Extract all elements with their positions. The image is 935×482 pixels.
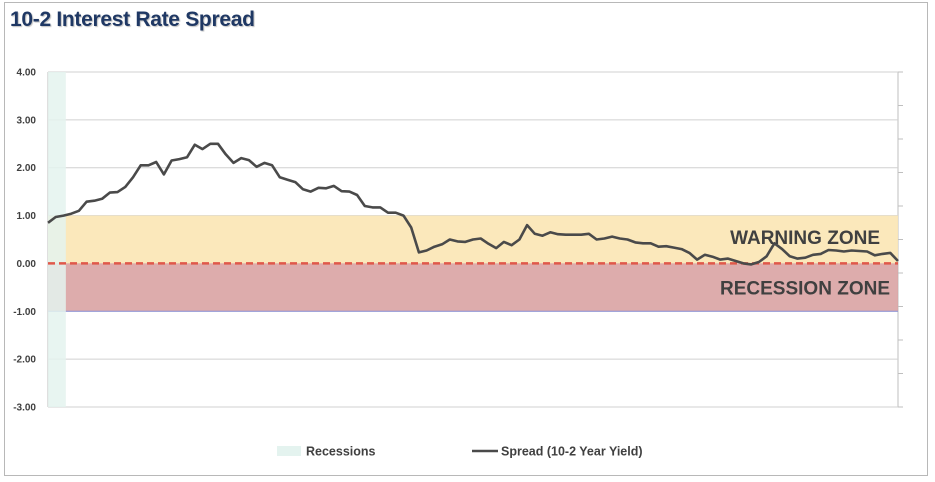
legend-recessions-swatch [277,446,301,456]
y-tick-label: 3.00 [17,115,37,126]
recession-shading [48,72,66,407]
y-tick-label: -1.00 [13,307,36,318]
legend-spread-label: Spread (10-2 Year Yield) [501,445,643,459]
spread-series-line [47,142,899,266]
legend-recessions-label: Recessions [306,445,376,459]
y-tick-label: -3.00 [13,403,36,414]
recession-zone-band [48,263,898,312]
warning-zone-label: WARNING ZONE [730,228,880,249]
y-tick-label: 2.00 [17,163,37,174]
y-tick-label: 0.00 [17,259,37,270]
y-tick-label: 4.00 [17,68,37,79]
y-tick-label: 1.00 [17,211,37,222]
chart-title: 10-2 Interest Rate Spread [10,8,255,31]
y-tick-label: -2.00 [13,355,36,366]
recession-zone-label: RECESSION ZONE [720,278,890,299]
